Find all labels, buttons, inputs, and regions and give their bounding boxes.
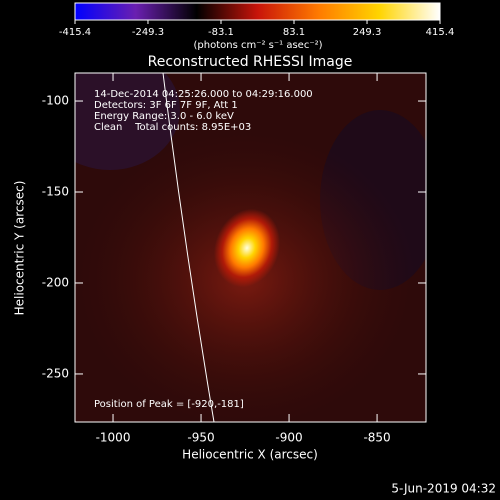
annotation: Energy Range: 3.0 - 6.0 keV — [94, 111, 234, 122]
colorbar-tick-label: -249.3 — [132, 27, 164, 38]
colorbar — [74, 2, 441, 21]
plot-frame — [74, 72, 427, 423]
chart-title: Reconstructed RHESSI Image — [148, 54, 353, 70]
annotation: Detectors: 3F 6F 7F 9F, Att 1 — [94, 100, 238, 111]
x-tick-label: -1000 — [96, 431, 131, 445]
x-tick-label: -850 — [363, 431, 390, 445]
annotation: Clean Total counts: 8.95E+03 — [94, 122, 251, 133]
y-tick-label: -200 — [42, 275, 69, 289]
colorbar-tick-label: 83.1 — [283, 27, 305, 38]
solar-limb — [162, 73, 215, 422]
y-tick-label: -100 — [42, 94, 69, 108]
y-tick-label: -250 — [42, 366, 69, 380]
x-tick-label: -900 — [275, 431, 302, 445]
annotation: Position of Peak = [-920,-181] — [94, 399, 244, 410]
x-tick-label: -950 — [187, 431, 214, 445]
x-axis-label: Heliocentric X (arcsec) — [182, 448, 318, 462]
colorbar-tick-label: -415.4 — [59, 27, 91, 38]
colorbar-label: (photons cm⁻² s⁻¹ asec⁻²) — [193, 40, 322, 51]
colorbar-tick-label: 249.3 — [353, 27, 382, 38]
y-tick-label: -150 — [42, 185, 69, 199]
annotation: 14-Dec-2014 04:25:26.000 to 04:29:16.000 — [94, 89, 313, 100]
image — [75, 73, 426, 422]
colorbar-tick-label: -83.1 — [208, 27, 234, 38]
colorbar-tick-label: 415.4 — [426, 27, 455, 38]
timestamp: 5-Jun-2019 04:32 — [391, 482, 496, 496]
y-axis-label: Heliocentric Y (arcsec) — [13, 181, 27, 316]
